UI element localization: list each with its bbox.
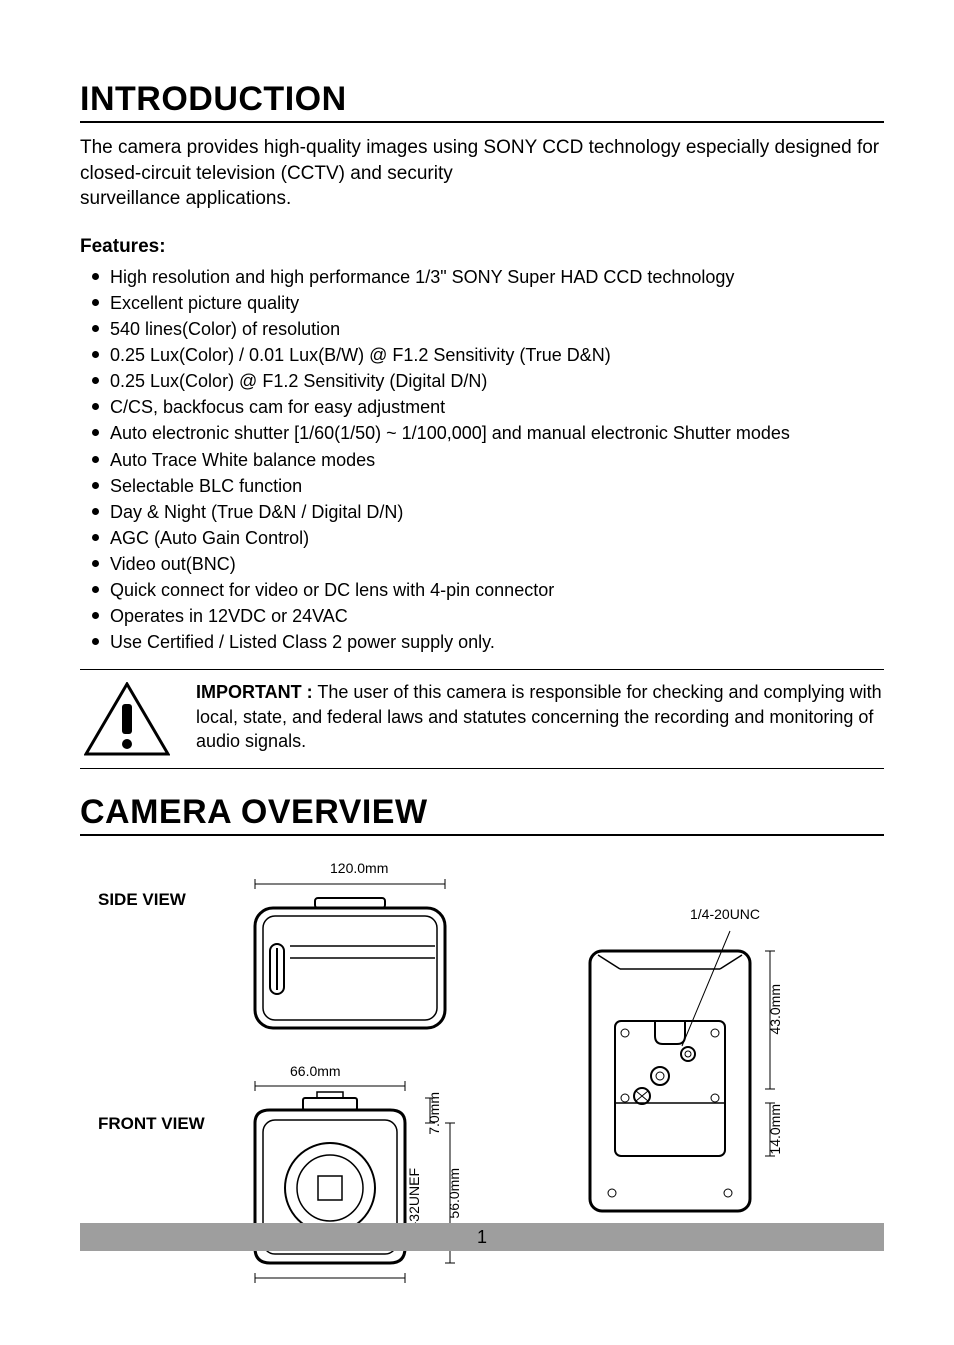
feature-item: Quick connect for video or DC lens with … (110, 577, 884, 603)
manual-page: INTRODUCTION The camera provides high-qu… (0, 0, 954, 1345)
feature-item: Use Certified / Listed Class 2 power sup… (110, 629, 884, 655)
warning-icon (84, 682, 170, 756)
important-notice: IMPORTANT : The user of this camera is r… (80, 669, 884, 769)
dim-front-top-height: 7.0mm (426, 1092, 442, 1135)
feature-item: Day & Night (True D&N / Digital D/N) (110, 499, 884, 525)
overview-heading: CAMERA OVERVIEW (80, 793, 884, 836)
feature-item: AGC (Auto Gain Control) (110, 525, 884, 551)
dim-front-body-height: 56.0mm (446, 1168, 462, 1219)
introduction-heading: INTRODUCTION (80, 80, 884, 123)
side-view-drawing (230, 876, 470, 1046)
top-view-drawing (570, 921, 820, 1221)
intro-line-2: surveillance applications. (80, 188, 291, 209)
feature-item: Selectable BLC function (110, 473, 884, 499)
dim-side-width: 120.0mm (330, 860, 388, 876)
feature-item: High resolution and high performance 1/3… (110, 264, 884, 290)
features-list: High resolution and high performance 1/3… (80, 264, 884, 655)
feature-item: Video out(BNC) (110, 551, 884, 577)
important-text-block: IMPORTANT : The user of this camera is r… (196, 680, 884, 753)
feature-item: Operates in 12VDC or 24VAC (110, 603, 884, 629)
dim-front-width: 66.0mm (290, 1063, 341, 1079)
page-number: 1 (477, 1227, 487, 1247)
side-view-label: SIDE VIEW (98, 890, 186, 910)
features-heading: Features: (80, 236, 884, 258)
feature-item: 0.25 Lux(Color) @ F1.2 Sensitivity (Digi… (110, 368, 884, 394)
dim-top-lower-height: 14.0mm (767, 1104, 783, 1155)
feature-item: C/CS, backfocus cam for easy adjustment (110, 394, 884, 420)
feature-item: Excellent picture quality (110, 290, 884, 316)
feature-item: 540 lines(Color) of resolution (110, 316, 884, 342)
feature-item: Auto electronic shutter [1/60(1/50) ~ 1/… (110, 420, 884, 446)
feature-item: Auto Trace White balance modes (110, 447, 884, 473)
feature-item: 0.25 Lux(Color) / 0.01 Lux(B/W) @ F1.2 S… (110, 342, 884, 368)
dim-top-thread: 1/4-20UNC (690, 906, 760, 922)
important-label: IMPORTANT : (196, 682, 313, 702)
page-footer: 1 (80, 1223, 884, 1251)
intro-paragraph: The camera provides high-quality images … (80, 135, 884, 212)
intro-line-1: The camera provides high-quality images … (80, 137, 879, 184)
dim-top-upper-height: 43.0mm (767, 984, 783, 1035)
front-view-label: FRONT VIEW (98, 1114, 205, 1134)
